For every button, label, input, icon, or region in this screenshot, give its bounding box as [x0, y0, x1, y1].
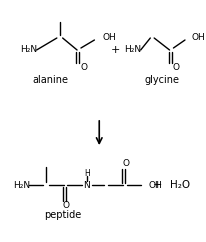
Text: +: +	[152, 180, 161, 190]
Text: H₂N: H₂N	[13, 181, 30, 189]
Text: H: H	[83, 168, 89, 177]
Text: O: O	[63, 202, 70, 211]
Text: OH: OH	[191, 33, 205, 43]
Text: H₂N: H₂N	[20, 45, 37, 54]
Text: O: O	[172, 63, 179, 73]
Text: H₂O: H₂O	[169, 180, 189, 190]
Text: OH: OH	[148, 181, 161, 189]
Text: peptide: peptide	[44, 210, 81, 220]
Text: O: O	[80, 63, 87, 73]
Text: +: +	[110, 45, 120, 55]
Text: glycine: glycine	[144, 75, 179, 85]
Text: OH: OH	[102, 33, 115, 43]
Text: H₂N: H₂N	[124, 45, 141, 54]
Text: alanine: alanine	[32, 75, 68, 85]
Text: N: N	[83, 181, 90, 189]
Text: O: O	[122, 159, 129, 168]
